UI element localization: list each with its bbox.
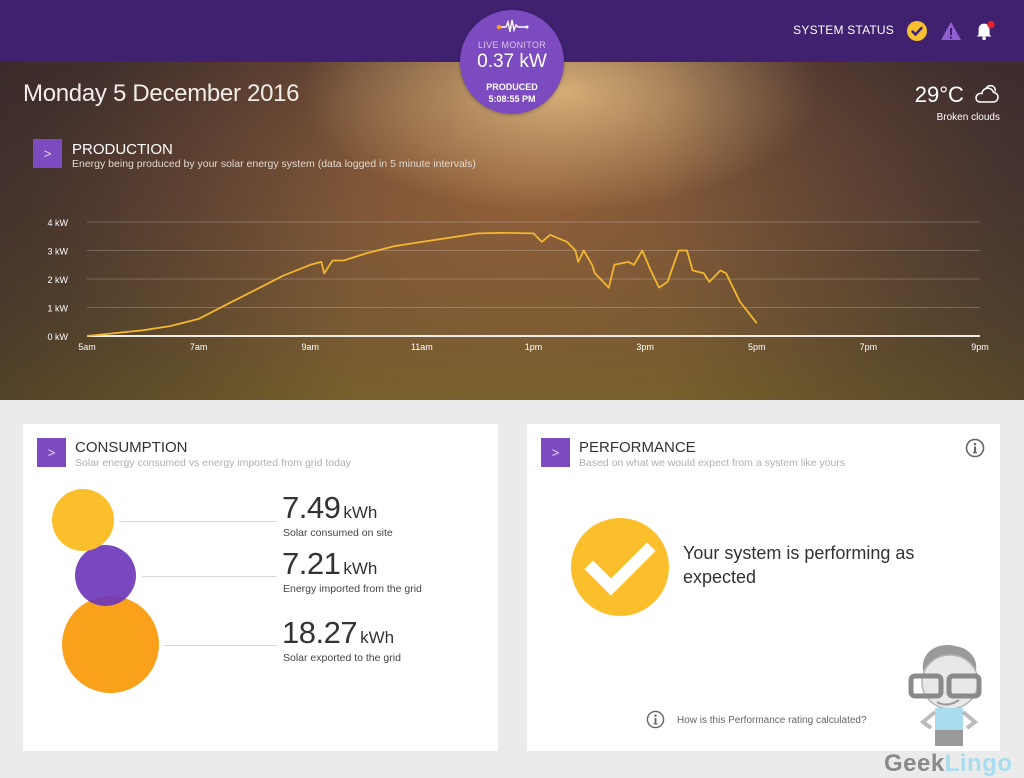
production-title: PRODUCTION — [72, 141, 173, 158]
bell-icon[interactable] — [974, 20, 996, 42]
consumed-value: 7.49 kWh — [282, 490, 378, 525]
system-status-label: SYSTEM STATUS — [793, 23, 894, 37]
live-monitor-badge[interactable]: LIVE MONITOR 0.37 kW PRODUCED 5:08:55 PM — [460, 10, 564, 114]
produced-label: PRODUCED — [486, 82, 538, 92]
cloud-icon — [975, 84, 999, 103]
consumed-label: Solar consumed on site — [283, 527, 393, 539]
consumption-card: > CONSUMPTION Solar energy consumed vs e… — [23, 424, 498, 751]
performance-subtitle: Based on what we would expect from a sys… — [579, 457, 846, 469]
x-tick-label: 1pm — [525, 342, 543, 352]
production-subtitle: Energy being produced by your solar ener… — [72, 158, 476, 170]
performance-expand-button[interactable]: > — [541, 438, 570, 467]
consumption-title: CONSUMPTION — [75, 439, 188, 456]
produced-time: 5:08:55 PM — [488, 94, 536, 104]
imported-value: 7.21 kWh — [282, 546, 378, 581]
x-tick-label: 5am — [78, 342, 96, 352]
pulse-icon — [496, 19, 529, 33]
info-icon[interactable] — [965, 438, 985, 458]
x-tick-label: 5pm — [748, 342, 766, 352]
live-monitor-value: 0.37 kW — [477, 51, 547, 72]
x-tick-label: 7am — [190, 342, 208, 352]
x-tick-label: 3pm — [636, 342, 654, 352]
performance-rating-link[interactable]: How is this Performance rating calculate… — [677, 715, 867, 726]
x-tick-label: 11am — [411, 342, 433, 352]
production-chart: 0 kW 1 kW 2 kW 3 kW 4 kW 5am 7am 9am 11am 1pm 3pm 5… — [47, 218, 989, 352]
x-tick-label: 9am — [301, 342, 319, 352]
consumption-expand-button[interactable]: > — [37, 438, 66, 467]
info-icon[interactable] — [646, 710, 665, 729]
mascot-watermark-icon — [908, 645, 982, 746]
exported-label: Solar exported to the grid — [283, 652, 401, 664]
temperature: 29°C — [914, 82, 964, 107]
exported-value: 18.27 kWh — [282, 615, 395, 650]
warning-icon[interactable] — [940, 20, 962, 42]
check-circle-icon[interactable] — [906, 20, 928, 42]
x-tick-label: 9pm — [971, 342, 989, 352]
consumption-subtitle: Solar energy consumed vs energy imported… — [75, 457, 352, 469]
performance-message: Your system is performing as expected — [683, 543, 915, 587]
y-tick-label: 3 kW — [47, 247, 68, 257]
y-tick-label: 4 kW — [47, 218, 68, 228]
imported-label: Energy imported from the grid — [283, 583, 422, 595]
performance-title: PERFORMANCE — [579, 439, 696, 456]
weather-widget: 29°C Broken clouds — [915, 82, 1000, 123]
production-expand-button[interactable]: > — [33, 139, 62, 168]
exported-bubble — [62, 596, 159, 693]
imported-bubble — [75, 545, 136, 606]
watermark-logo: GeekLingo — [884, 750, 1013, 777]
weather-description: Broken clouds — [936, 112, 1000, 123]
hero-background — [0, 62, 1024, 400]
y-tick-label: 1 kW — [47, 304, 68, 314]
x-tick-label: 7pm — [860, 342, 878, 352]
performance-check-icon — [571, 518, 669, 616]
live-monitor-label: LIVE MONITOR — [478, 40, 546, 50]
production-line — [86, 231, 758, 337]
current-date: Monday 5 December 2016 — [23, 80, 300, 107]
consumed-bubble — [52, 489, 114, 551]
y-tick-label: 2 kW — [47, 275, 68, 285]
y-tick-label: 0 kW — [47, 332, 68, 342]
